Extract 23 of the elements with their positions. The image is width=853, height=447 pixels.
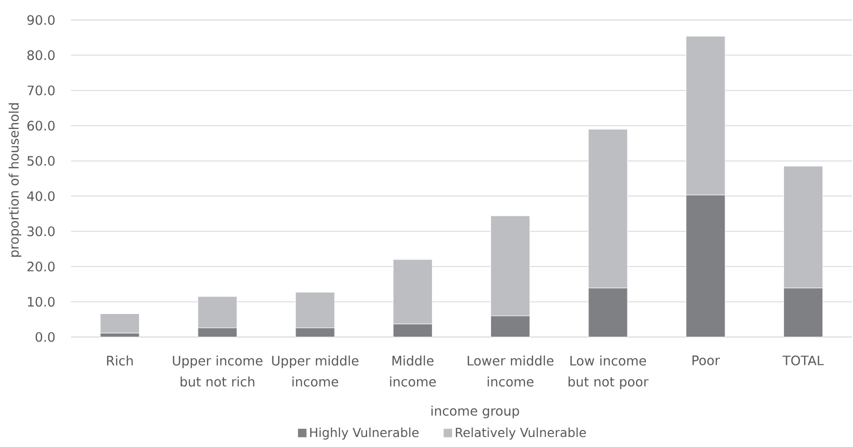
y-tick-label: 80.0 xyxy=(27,50,55,60)
bar xyxy=(100,314,140,334)
legend-label: Highly Vulnerable xyxy=(310,427,419,440)
legend-label: Relatively Vulnerable xyxy=(456,427,586,440)
y-tick-label: 60.0 xyxy=(27,120,55,131)
y-tick-label: 90.0 xyxy=(27,15,55,25)
y-tick-label: 30.0 xyxy=(28,226,55,236)
y-tick-label: 40.0 xyxy=(27,191,55,202)
x-tick-label: Upper middle income xyxy=(272,356,358,387)
x-tick-label: Middle income xyxy=(390,356,436,387)
y-axis-title: proportion of household xyxy=(8,103,22,257)
y-tick-label: 0.0 xyxy=(36,332,55,342)
y-tick-label: 50.0 xyxy=(28,156,55,166)
y-tick-label: 10.0 xyxy=(28,296,55,307)
x-tick-label: Lower middle income xyxy=(468,356,554,387)
x-axis-title: income group xyxy=(431,406,520,418)
x-tick-label: Poor xyxy=(692,356,720,366)
y-tick-label: 20.0 xyxy=(27,262,55,272)
x-tick-label: Low income but not poor xyxy=(568,356,648,390)
x-tick-label: Upper income but not rich xyxy=(172,356,262,387)
x-tick-label: Rich xyxy=(107,356,133,366)
x-tick-label: TOTAL xyxy=(782,356,824,366)
y-tick-label: 70.0 xyxy=(28,86,55,96)
